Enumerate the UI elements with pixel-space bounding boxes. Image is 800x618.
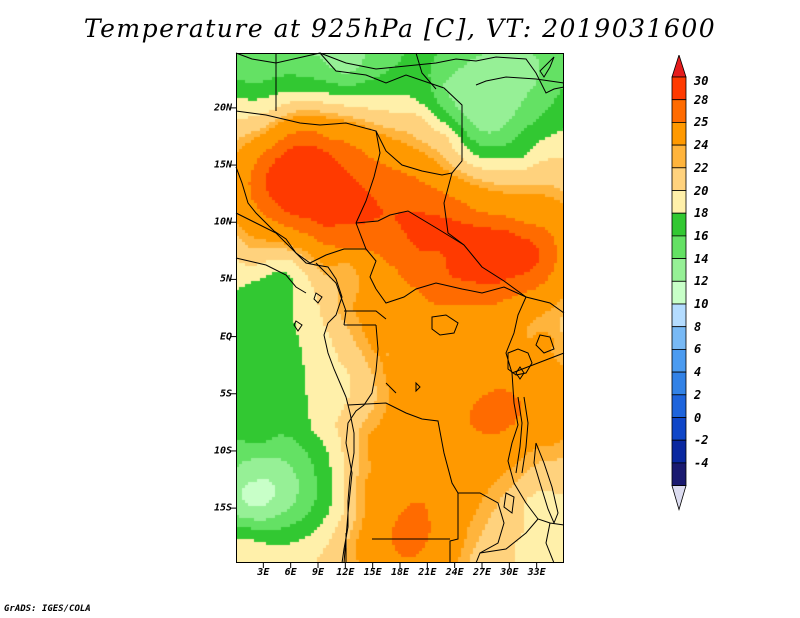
legend-swatch [671,76,687,101]
legend-label: 10 [694,297,709,311]
legend-label: 0 [694,410,702,425]
lon-label: 15E [363,567,382,578]
legend-label: 24 [694,138,709,153]
legend-label: 12 [694,274,709,289]
legend-min-arrow [671,485,687,512]
legend-swatch [671,167,687,191]
lat-label: 20N [213,102,232,114]
legend-swatch [671,439,687,464]
lon-label: 30E [500,567,519,578]
legend-swatch [671,122,687,146]
lat-label: 10N [213,216,232,228]
legend-label: -2 [694,433,709,448]
legend-swatch [671,371,687,396]
lon-label: 21E [418,567,437,578]
lon-label: 3E [257,567,270,578]
legend-label: 22 [694,160,709,175]
legend-swatch [671,303,687,328]
legend-swatch [671,326,687,350]
map-overlay [231,52,565,568]
legend-max-arrow [671,55,687,78]
legend-label: 25 [694,115,709,130]
legend-swatch [671,280,687,305]
color-legend [671,55,687,512]
lat-label: 10S [213,445,232,457]
legend-swatch [671,144,687,169]
legend-label: 20 [694,183,709,198]
lon-label: 18E [390,567,410,578]
lat-label: 5S [219,388,232,400]
lon-label: 6E [284,567,297,578]
legend-swatch [671,417,687,441]
lon-label: 24E [445,567,464,578]
legend-swatch [671,348,687,373]
grads-credit: GrADS: IGES/COLA [4,604,91,614]
legend-label: 8 [694,319,702,334]
lon-label: 33E [527,567,546,578]
legend-swatch [671,462,687,486]
legend-label: 2 [694,387,702,402]
lat-label: EQ [219,331,232,343]
legend-swatch [671,99,687,123]
lon-label: 9E [311,567,325,578]
legend-label: -4 [694,455,709,470]
legend-label: 28 [694,92,709,107]
lon-label: 27E [472,567,492,578]
coastline [235,52,565,564]
country-borders [235,52,565,564]
legend-swatch [671,258,687,282]
legend-swatch [671,190,687,214]
legend-swatch [671,235,687,259]
legend-swatch [671,212,687,237]
temperature-field [236,53,564,563]
legend-label: 6 [694,342,702,357]
legend-label: 18 [694,206,709,221]
map-frame [236,53,564,563]
legend-label: 30 [694,74,709,88]
lat-label: 15N [213,159,232,171]
legend-label: 14 [694,251,709,266]
map-panel [231,52,565,568]
lat-label: 15S [213,502,232,514]
lake-outlines [293,56,559,525]
lon-label: 12E [336,567,355,578]
lat-label: 5N [219,273,232,285]
legend-label: 4 [694,365,702,380]
legend-swatch [671,394,687,418]
legend-label: 16 [694,228,709,243]
map-title: Temperature at 925hPa [C], VT: 201903160… [83,14,717,43]
